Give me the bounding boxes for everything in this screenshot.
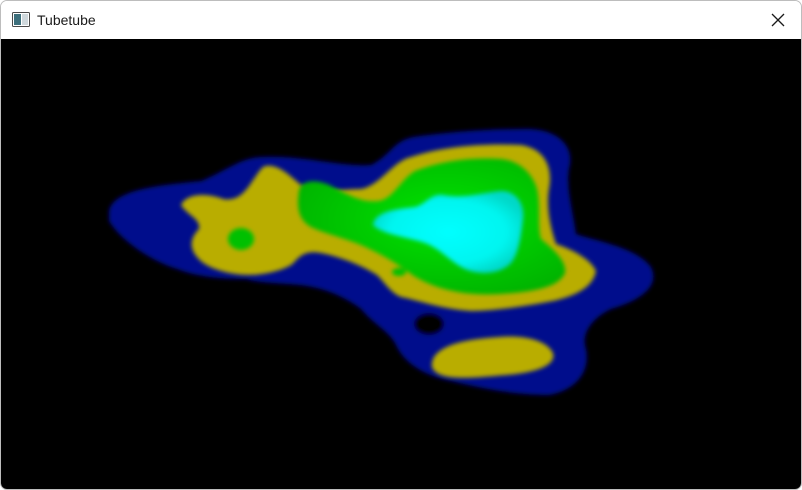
contour-hole (414, 313, 444, 335)
contour-level-4 (373, 191, 524, 273)
close-icon (771, 13, 785, 27)
contour-level-3-spot-small (392, 268, 406, 276)
window-app-icon (12, 12, 30, 27)
close-button[interactable] (755, 1, 801, 39)
window-title: Tubetube (37, 12, 96, 28)
title-bar[interactable]: Tubetube (1, 1, 801, 39)
contour-level-2-island (431, 336, 554, 378)
render-viewport[interactable] (1, 39, 801, 489)
heatmap-surface (109, 128, 654, 395)
contour-level-3-spot-left (228, 228, 254, 250)
